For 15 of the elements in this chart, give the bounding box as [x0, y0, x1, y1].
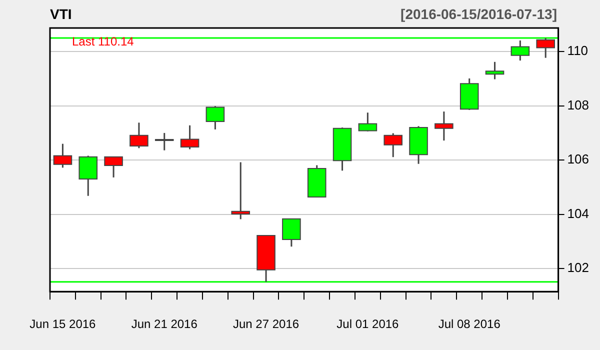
candlestick	[282, 218, 301, 248]
annotation: Last 110.14	[72, 34, 134, 48]
x-tick-label: Jul 01 2016	[336, 317, 400, 332]
x-tick-label: Jun 15 2016	[30, 317, 96, 332]
y-tick-label: 102	[567, 260, 590, 276]
chart-title: VTI	[50, 6, 72, 22]
y-tick-label: 108	[567, 97, 590, 112]
x-tick-label: Jun 27 2016	[233, 317, 300, 332]
x-tick-label: Jun 21 2016	[131, 317, 198, 332]
chart-subtitle: [2016-06-15/2016-07-13]	[400, 6, 557, 22]
y-tick-label: 106	[567, 152, 590, 167]
x-tick-label: Jul 08 2016	[438, 317, 501, 332]
y-tick-label: 104	[567, 206, 590, 221]
y-tick-label: 110	[567, 43, 588, 58]
candlestick	[78, 154, 98, 197]
